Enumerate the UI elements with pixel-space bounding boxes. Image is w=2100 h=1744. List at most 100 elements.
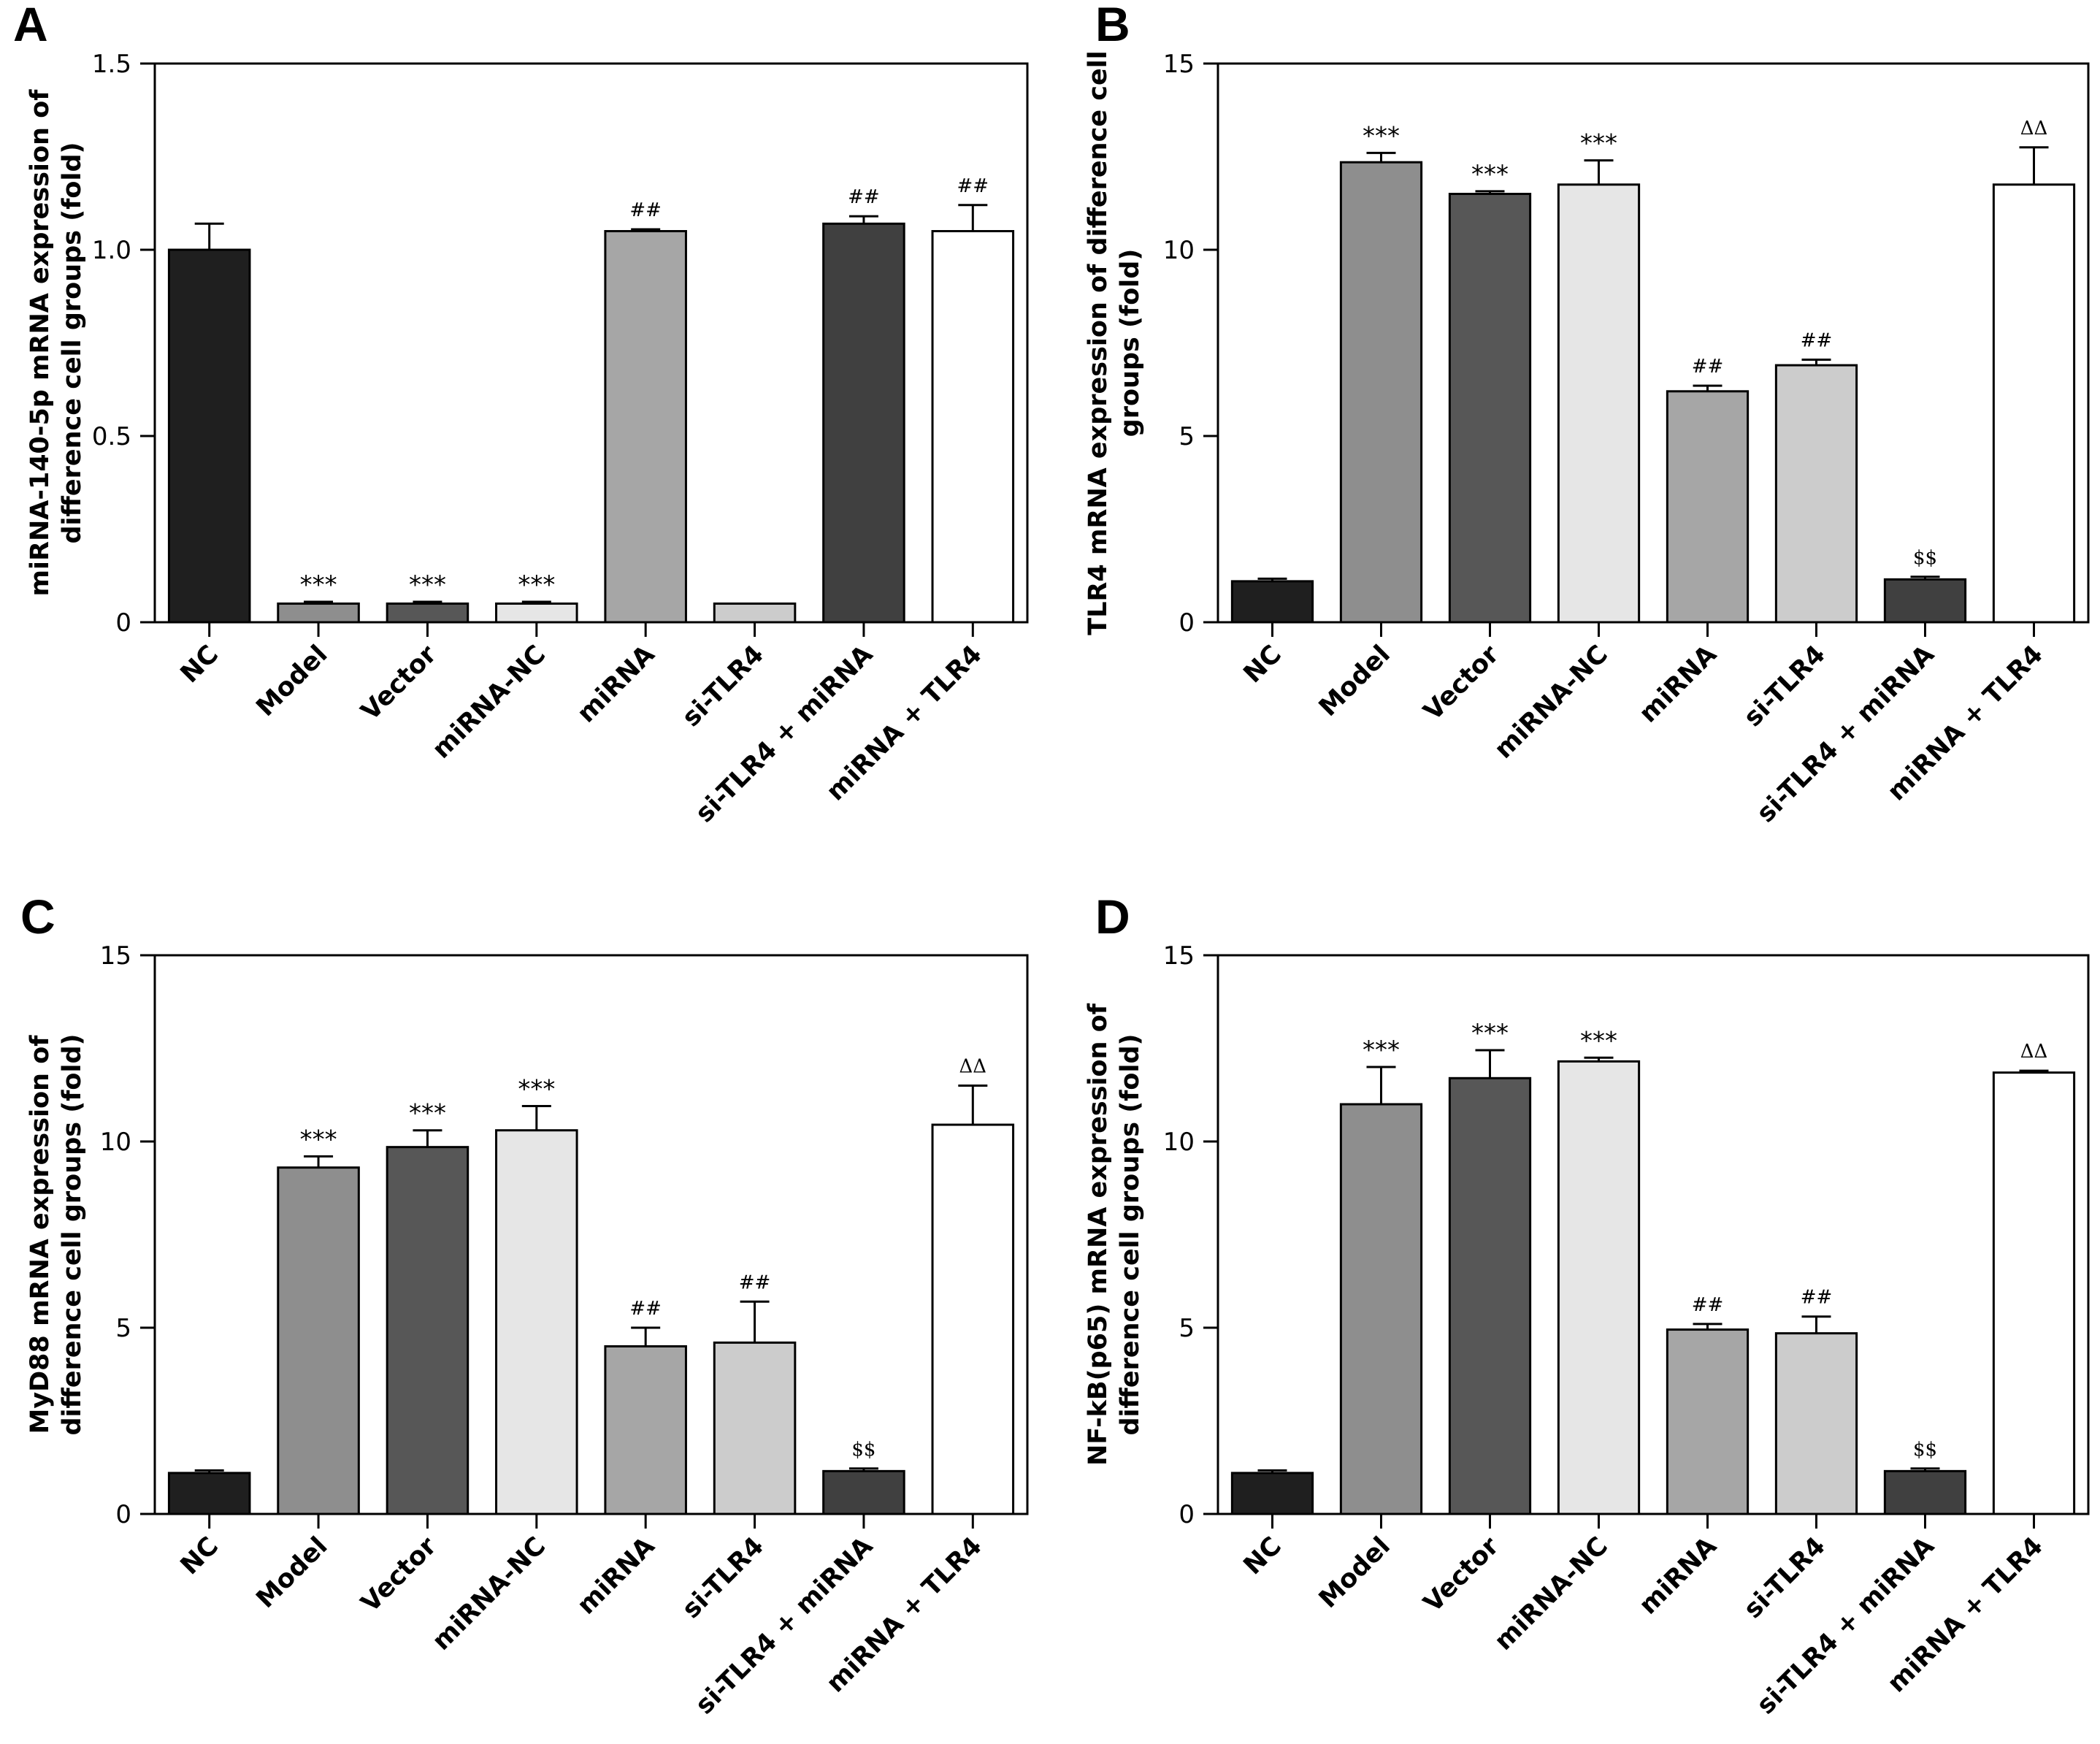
y-axis-label-line: MyD88 mRNA expression of xyxy=(26,1035,55,1434)
x-tick-label: Vector xyxy=(356,640,442,727)
x-tick-label: Model xyxy=(251,1531,334,1614)
bar xyxy=(1883,578,1967,624)
bar xyxy=(386,1146,470,1515)
y-tick-label: 15 xyxy=(1163,50,1195,79)
y-tick-label: 1.5 xyxy=(92,50,131,79)
y-tick-label: 5 xyxy=(115,1314,131,1343)
x-tick-label: NC xyxy=(1238,640,1287,689)
bar xyxy=(1666,1328,1750,1515)
x-tick-label: miRNA-NC xyxy=(427,1531,552,1656)
bar xyxy=(1448,193,1532,624)
x-tick-label: Vector xyxy=(1418,640,1505,727)
y-tick-label: 15 xyxy=(1163,941,1195,971)
bar xyxy=(1883,1469,1967,1515)
bar xyxy=(931,1123,1015,1515)
significance-label: ΔΔ xyxy=(2020,118,2048,139)
significance-label: *** xyxy=(1471,1019,1509,1048)
chart-panel-b: B 0 5 10 15 TLR4 mRNA expression of differenc… xyxy=(1084,0,2090,828)
bar xyxy=(1230,580,1314,624)
y-tick-label: 1.0 xyxy=(92,236,131,265)
bar xyxy=(386,603,470,624)
y-axis-label-line: difference cell groups (fold) xyxy=(1116,1033,1145,1435)
x-tick-label: miRNA xyxy=(1633,640,1722,728)
significance-label: *** xyxy=(518,570,555,600)
bar xyxy=(1992,1071,2076,1515)
y-tick-label: 0 xyxy=(1179,608,1195,638)
significance-label: *** xyxy=(1580,129,1617,158)
panel-letter: A xyxy=(13,0,48,51)
significance-label: ΔΔ xyxy=(2020,1041,2048,1063)
significance-label: ΔΔ xyxy=(959,1056,987,1078)
bar xyxy=(713,603,797,624)
bar xyxy=(822,1469,905,1515)
chart-panel-c: C 0 5 10 15 MyD88 mRNA expression of differenc… xyxy=(20,890,1029,1720)
x-tick-label: NC xyxy=(175,640,224,689)
x-tick-label: si-TLR4 + miRNA xyxy=(690,640,878,828)
y-tick-label: 10 xyxy=(100,1128,131,1157)
x-tick-label: NC xyxy=(175,1531,224,1580)
significance-label: *** xyxy=(518,1075,555,1104)
significance-label: ## xyxy=(629,199,662,221)
significance-label: ## xyxy=(848,186,880,208)
x-tick-label: miRNA-NC xyxy=(1489,1531,1614,1656)
x-tick-label: Vector xyxy=(1418,1531,1505,1618)
bar xyxy=(604,230,687,624)
y-tick-label: 10 xyxy=(1163,1128,1195,1157)
x-tick-label: miRNA-NC xyxy=(427,640,552,765)
x-tick-label: Vector xyxy=(356,1531,442,1618)
panel-letter: B xyxy=(1095,0,1130,51)
x-tick-label: si-TLR4 xyxy=(677,1531,770,1624)
bar xyxy=(604,1345,687,1515)
y-tick-label: 15 xyxy=(100,941,131,971)
x-tick-label: si-TLR4 xyxy=(677,640,770,733)
bar xyxy=(1557,1060,1641,1515)
x-tick-label: si-TLR4 + miRNA xyxy=(1752,640,1940,828)
y-tick-label: 0.5 xyxy=(92,422,131,451)
plot-frame xyxy=(1216,954,2090,1515)
bar xyxy=(1448,1076,1532,1515)
bar xyxy=(1992,183,2076,624)
x-tick-label: si-TLR4 + miRNA xyxy=(1752,1531,1940,1720)
y-axis-label-line: NF-kB(p65) mRNA expression of xyxy=(1084,1003,1113,1466)
significance-label: *** xyxy=(300,1125,337,1154)
significance-label: *** xyxy=(300,570,337,600)
bar xyxy=(713,1341,797,1515)
y-tick-label: 0 xyxy=(1179,1500,1195,1529)
significance-label: ## xyxy=(1801,329,1833,351)
panel-letter: D xyxy=(1095,890,1130,944)
y-axis-label: NF-kB(p65) mRNA expression of difference … xyxy=(1084,1003,1145,1466)
plot-frame xyxy=(1216,62,2090,624)
significance-label: $$ xyxy=(1913,1439,1937,1461)
significance-label: ## xyxy=(1801,1287,1833,1309)
y-tick-label: 5 xyxy=(1179,1314,1195,1343)
significance-label: *** xyxy=(1363,1036,1400,1065)
significance-label: *** xyxy=(1363,121,1400,150)
y-axis-label-line: miRNA-140-5p mRNA expression of xyxy=(26,89,55,597)
x-tick-label: Model xyxy=(1314,1531,1396,1614)
y-axis-label-line: TLR4 mRNA expression of difference cell xyxy=(1084,50,1113,635)
y-axis-label-line: difference cell groups (fold) xyxy=(58,1033,87,1435)
bar xyxy=(167,1472,251,1515)
bar xyxy=(277,603,360,624)
y-axis-label-line: difference cell groups (fold) xyxy=(58,142,87,543)
significance-label: *** xyxy=(1471,160,1509,189)
significance-label: *** xyxy=(409,1099,446,1128)
y-tick-label: 10 xyxy=(1163,236,1195,265)
x-tick-label: Model xyxy=(251,640,334,722)
x-tick-label: si-TLR4 + miRNA xyxy=(690,1531,878,1720)
significance-label: ## xyxy=(957,175,989,197)
y-axis-label-line: groups (fold) xyxy=(1116,249,1145,437)
significance-label: $$ xyxy=(1913,547,1937,569)
bar xyxy=(1666,390,1750,624)
x-tick-label: si-TLR4 xyxy=(1739,640,1831,733)
bar xyxy=(167,248,251,624)
x-tick-label: miRNA xyxy=(572,640,660,728)
plot-frame xyxy=(153,954,1029,1515)
bar xyxy=(1230,1472,1314,1515)
panel-letter: C xyxy=(20,890,55,944)
significance-label: ## xyxy=(1692,356,1724,378)
x-tick-label: miRNA-NC xyxy=(1489,640,1614,765)
bar xyxy=(822,222,905,624)
